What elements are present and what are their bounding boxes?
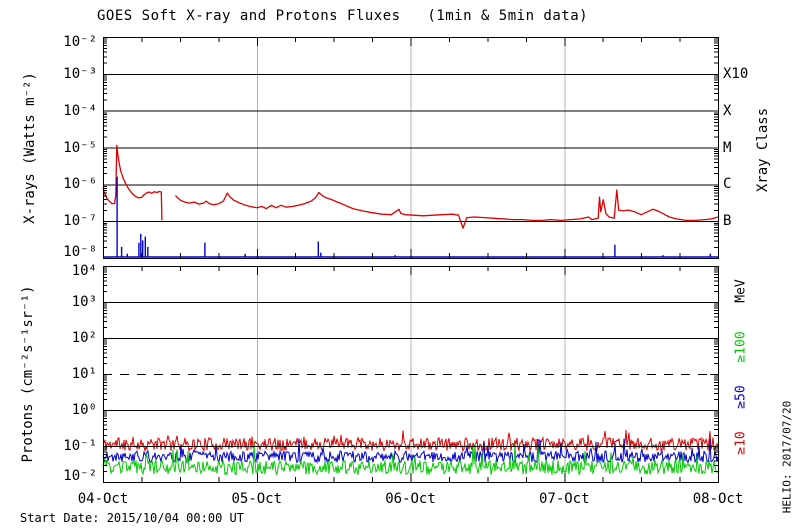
xray-class-label: C — [723, 176, 732, 193]
proton-threshold-label: ≥50 — [733, 385, 749, 409]
y-tick-label: 10² — [71, 330, 97, 346]
x-tick-label: 04-Oct — [77, 491, 129, 507]
x-tick-label: 06-Oct — [385, 491, 436, 507]
xray-class-label: X — [723, 102, 732, 119]
y-tick-label: 10¹ — [71, 366, 97, 382]
y-tick-label: 10⁰ — [71, 402, 97, 418]
mev-axis-label: MeV — [733, 279, 749, 303]
xray-class-label: M — [723, 139, 732, 156]
xray-long-series — [102, 144, 719, 229]
xray-class-axis-label: Xray Class — [755, 107, 771, 193]
x-tick-label: 05-Oct — [231, 491, 283, 507]
x-tick-label: 08-Oct — [692, 491, 744, 507]
proton-threshold-label: ≥100 — [733, 331, 749, 363]
credit-label: HELIO: 2017/07/20 — [780, 400, 794, 514]
y-tick-label: 10⁻¹ — [63, 438, 97, 454]
y-tick-label: 10⁻⁷ — [63, 213, 97, 230]
xray-class-label: X10 — [723, 65, 749, 82]
y-tick-label: 10⁻⁵ — [63, 139, 97, 156]
y-tick-label: 10⁻⁶ — [63, 176, 97, 193]
y-tick-label: 10⁻⁸ — [63, 244, 97, 260]
y-tick-label: 10⁻³ — [63, 65, 97, 82]
y-tick-label: 10⁻⁴ — [63, 102, 97, 119]
x-tick-label: 07-Oct — [538, 491, 590, 507]
y-tick-label: 10⁻² — [63, 34, 97, 50]
proton-gte10-series — [102, 429, 719, 453]
proton-gte100-series — [102, 441, 719, 477]
xray-y-axis-label: X-rays (Watts m⁻²) — [22, 72, 38, 224]
chart-title: GOES Soft X-ray and Protons Fluxes (1min… — [97, 8, 589, 24]
proton-y-axis-label: Protons (cm⁻²s⁻¹sr⁻¹) — [20, 285, 36, 463]
proton-gte50-series — [102, 438, 719, 465]
y-tick-label: 10³ — [71, 294, 97, 310]
xray-class-label: B — [723, 213, 732, 230]
start-date-label: Start Date: 2015/10/04 00:00 UT — [20, 511, 244, 525]
proton-threshold-label: ≥10 — [733, 431, 749, 455]
y-tick-label: 10⁻² — [63, 468, 97, 484]
y-tick-label: 10⁴ — [71, 263, 97, 279]
